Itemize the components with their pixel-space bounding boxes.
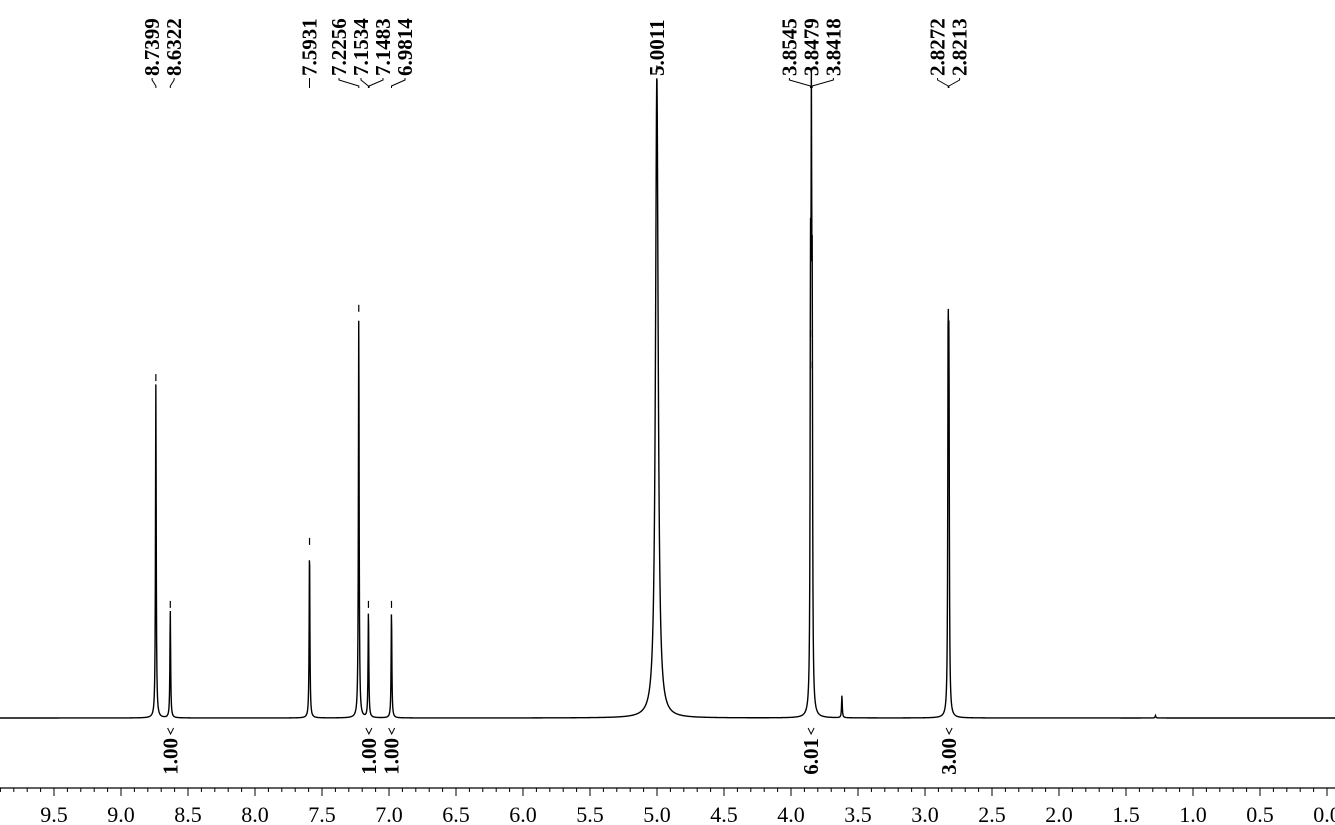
x-tick-label: 1.0 (1179, 802, 1207, 825)
integral-marker (945, 727, 953, 736)
x-tick-label: 2.5 (978, 802, 1006, 825)
peak-label: 2.8272 (926, 18, 950, 76)
x-tick-label: 4.0 (777, 802, 805, 825)
peak-label: 8.6322 (162, 18, 186, 76)
peak-label-connector (368, 78, 384, 88)
peak-label: 7.1483 (371, 18, 395, 76)
integral-label: 6.01 (799, 738, 823, 775)
integral-marker (807, 727, 815, 736)
peak-label: 8.7399 (140, 18, 164, 76)
integral-group: 1.00 1.001.00 6.01 3.00 (159, 727, 961, 775)
x-tick-label: 8.5 (174, 802, 202, 825)
peak-label: 6.9814 (393, 18, 417, 76)
peak-label: 3.8545 (777, 18, 801, 76)
spectrum-line (0, 67, 1335, 719)
integral-marker (365, 727, 373, 736)
x-tick-label: 5.0 (643, 802, 671, 825)
integral-label: 1.00 (159, 738, 183, 775)
x-tick-label: 6.0 (509, 802, 537, 825)
x-tick-label: 5.5 (576, 802, 604, 825)
x-tick-label: 3.0 (911, 802, 939, 825)
x-tick-label: 0.5 (1246, 802, 1274, 825)
peak-label-connector (937, 78, 949, 88)
peak-label: 2.8213 (948, 18, 972, 76)
x-axis: 9.5 9.0 8.5 8.0 7.5 7.0 6.5 6.0 5.5 5.0 4.5 4.0 3.5 3… (0, 787, 1335, 825)
x-tick-label: 7.5 (308, 802, 336, 825)
x-tick-label: 7.0 (375, 802, 403, 825)
peak-label-connector (391, 78, 406, 88)
x-tick-label: 2.0 (1045, 802, 1073, 825)
x-tick-label: 0.0 (1313, 802, 1335, 825)
peak-label: 7.1534 (349, 18, 373, 76)
peak-label-connector (811, 78, 834, 88)
x-tick-label: 9.5 (40, 802, 68, 825)
peak-label-connector (338, 78, 360, 88)
x-tick-label: 1.5 (1112, 802, 1140, 825)
peak-label: 3.8479 (799, 18, 823, 76)
x-tick-label: 4.5 (710, 802, 738, 825)
peak-label-connector (948, 78, 961, 88)
integral-label: 3.00 (937, 738, 961, 775)
peak-label: 7.5931 (298, 18, 322, 76)
integral-marker (167, 727, 175, 736)
x-tick-label: 9.0 (107, 802, 135, 825)
peak-label-connector (169, 78, 175, 88)
x-tick-label: 3.5 (844, 802, 872, 825)
peak-label-connector (788, 78, 811, 88)
integral-marker (388, 727, 396, 736)
x-tick-label: 6.5 (442, 802, 470, 825)
integral-label: 1.00 (357, 738, 381, 775)
peak-label-connector (360, 78, 369, 88)
peak-label: 3.8418 (821, 18, 845, 76)
integral-label: 1.00 (380, 738, 404, 775)
peak-label: 7.2256 (327, 18, 351, 76)
spectrum-group (0, 65, 1335, 719)
x-tick-label: 8.0 (241, 802, 269, 825)
peak-label-connector (151, 78, 157, 88)
